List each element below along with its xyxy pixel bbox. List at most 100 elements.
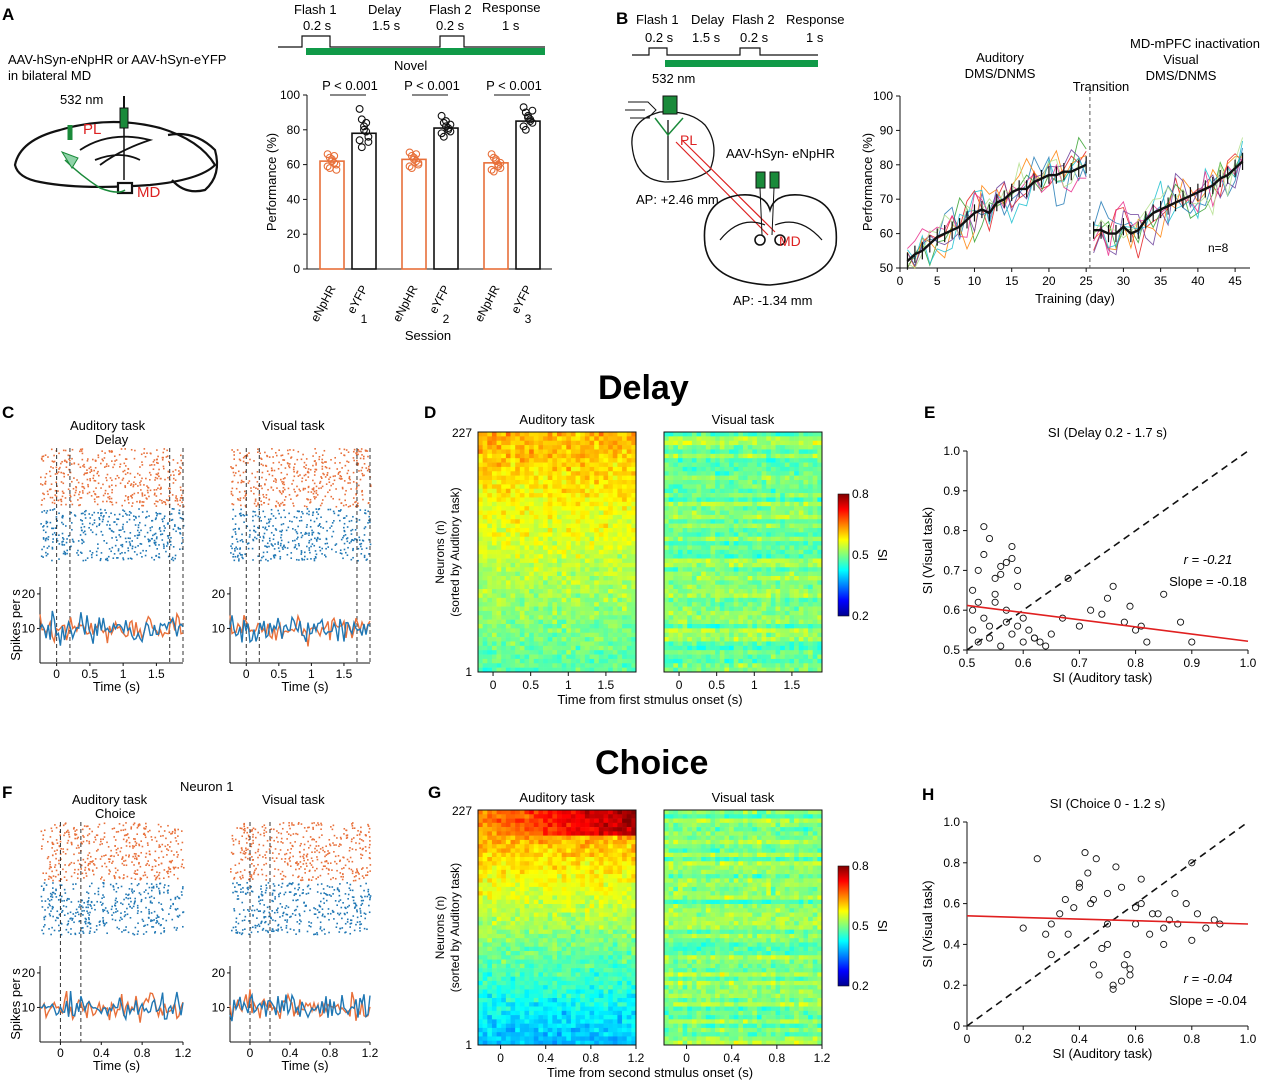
- raster-spike: [148, 495, 150, 498]
- raster-spike: [278, 512, 280, 515]
- heatmap-cell: [664, 545, 669, 551]
- heatmap-cell: [566, 488, 572, 494]
- raster-spike: [266, 470, 269, 472]
- raster-spike: [354, 538, 356, 540]
- raster-spike: [108, 450, 111, 453]
- heatmap-cell: [710, 449, 716, 455]
- heatmap-cell: [561, 528, 567, 533]
- heatmap-cell: [747, 541, 753, 546]
- heatmap-cell: [794, 484, 800, 490]
- heatmap-cell: [561, 589, 567, 594]
- raster-spike: [356, 462, 359, 465]
- heatmap-cell: [631, 432, 637, 437]
- raster-spike: [41, 484, 44, 486]
- heatmap-cell: [626, 632, 632, 638]
- heatmap-cell: [547, 554, 553, 559]
- heatmap-cell: [580, 432, 586, 437]
- raster-spike: [58, 512, 60, 515]
- b-needle-left: [759, 187, 763, 236]
- heatmap-cell: [515, 593, 521, 599]
- heatmap-cell: [566, 641, 572, 647]
- heatmap-cell: [696, 475, 702, 481]
- heatmap-cell: [482, 488, 488, 494]
- heatmap-cell: [668, 576, 674, 581]
- heatmap-cell: [584, 449, 590, 455]
- raster-spike: [325, 547, 327, 550]
- heatmap-cell: [529, 610, 535, 616]
- heatmap-cell: [775, 462, 781, 468]
- raster-spike: [97, 482, 100, 485]
- heatmap-cell: [538, 440, 544, 446]
- raster-spike: [286, 553, 289, 556]
- raster-spike: [141, 461, 143, 463]
- raster-spike: [117, 549, 120, 552]
- raster-spike: [278, 550, 281, 553]
- heatmap-cell: [533, 602, 539, 607]
- heatmap-cell: [687, 558, 693, 564]
- raster-spike: [308, 534, 310, 536]
- heatmap-cell: [696, 523, 702, 529]
- heatmap-cell: [580, 440, 586, 446]
- heatmap-cell: [547, 637, 553, 642]
- heatmap-cell: [603, 667, 609, 673]
- heatmap-cell: [761, 466, 767, 472]
- raster-spike: [319, 526, 322, 528]
- heatmap-cell: [631, 462, 637, 468]
- heatmap-cell: [487, 593, 493, 599]
- heatmap-cell: [798, 440, 804, 446]
- raster-spike: [238, 552, 241, 555]
- heatmap-cell: [687, 576, 693, 581]
- heatmap-cell: [598, 532, 604, 538]
- heatmap-cell: [780, 532, 786, 538]
- heatmap-cell: [798, 458, 804, 463]
- heatmap-cell: [812, 554, 818, 559]
- heatmap-cell: [747, 519, 753, 524]
- raster-spike: [260, 500, 262, 503]
- raster-spike: [148, 538, 150, 541]
- raster-spike: [102, 459, 104, 462]
- heatmap-cell: [482, 445, 488, 450]
- raster-spike: [91, 531, 94, 534]
- raster-spike: [268, 525, 270, 528]
- heatmap-cell: [798, 571, 804, 577]
- heatmap-cell: [612, 597, 618, 603]
- heatmap-cell: [510, 528, 516, 533]
- raster-spike: [158, 468, 160, 471]
- heatmap-cell: [505, 493, 511, 498]
- heatmap-cell: [747, 484, 753, 490]
- raster-spike: [359, 457, 362, 460]
- raster-spike: [115, 501, 118, 504]
- raster-spike: [352, 457, 355, 459]
- heatmap-cell: [584, 514, 590, 520]
- heatmap-cell: [552, 462, 558, 468]
- raster-spike: [92, 474, 95, 477]
- heatmap-cell: [566, 480, 572, 485]
- heatmap-cell: [715, 523, 721, 529]
- raster-spike: [300, 536, 303, 539]
- heatmap-cell: [524, 619, 530, 625]
- heatmap-cell: [673, 545, 679, 551]
- heatmap-cell: [575, 584, 581, 590]
- a-data-point: [446, 120, 455, 129]
- heatmap-cell: [812, 571, 818, 577]
- heatmap-cell: [789, 549, 795, 555]
- heatmap-cell: [529, 663, 535, 668]
- raster-spike: [40, 483, 42, 485]
- heatmap-cell: [552, 458, 558, 463]
- heatmap-cell: [724, 436, 730, 442]
- a-virus-text: AAV-hSyn-eNpHR or AAV-hSyn-eYFP: [8, 52, 226, 67]
- heatmap-cell: [519, 488, 525, 494]
- heatmap-cell: [533, 571, 539, 577]
- raster-spike: [281, 501, 284, 504]
- raster-spike: [279, 530, 281, 533]
- heatmap-cell: [552, 449, 558, 455]
- heatmap-cell: [631, 523, 637, 529]
- heatmap-cell: [715, 475, 721, 481]
- heatmap-cell: [552, 637, 558, 642]
- heatmap-cell: [780, 493, 786, 498]
- heatmap-cell: [608, 497, 614, 503]
- heatmap-cell: [547, 593, 553, 599]
- heatmap-cell: [598, 584, 604, 590]
- heatmap-cell: [817, 528, 823, 533]
- heatmap-cell: [817, 506, 823, 511]
